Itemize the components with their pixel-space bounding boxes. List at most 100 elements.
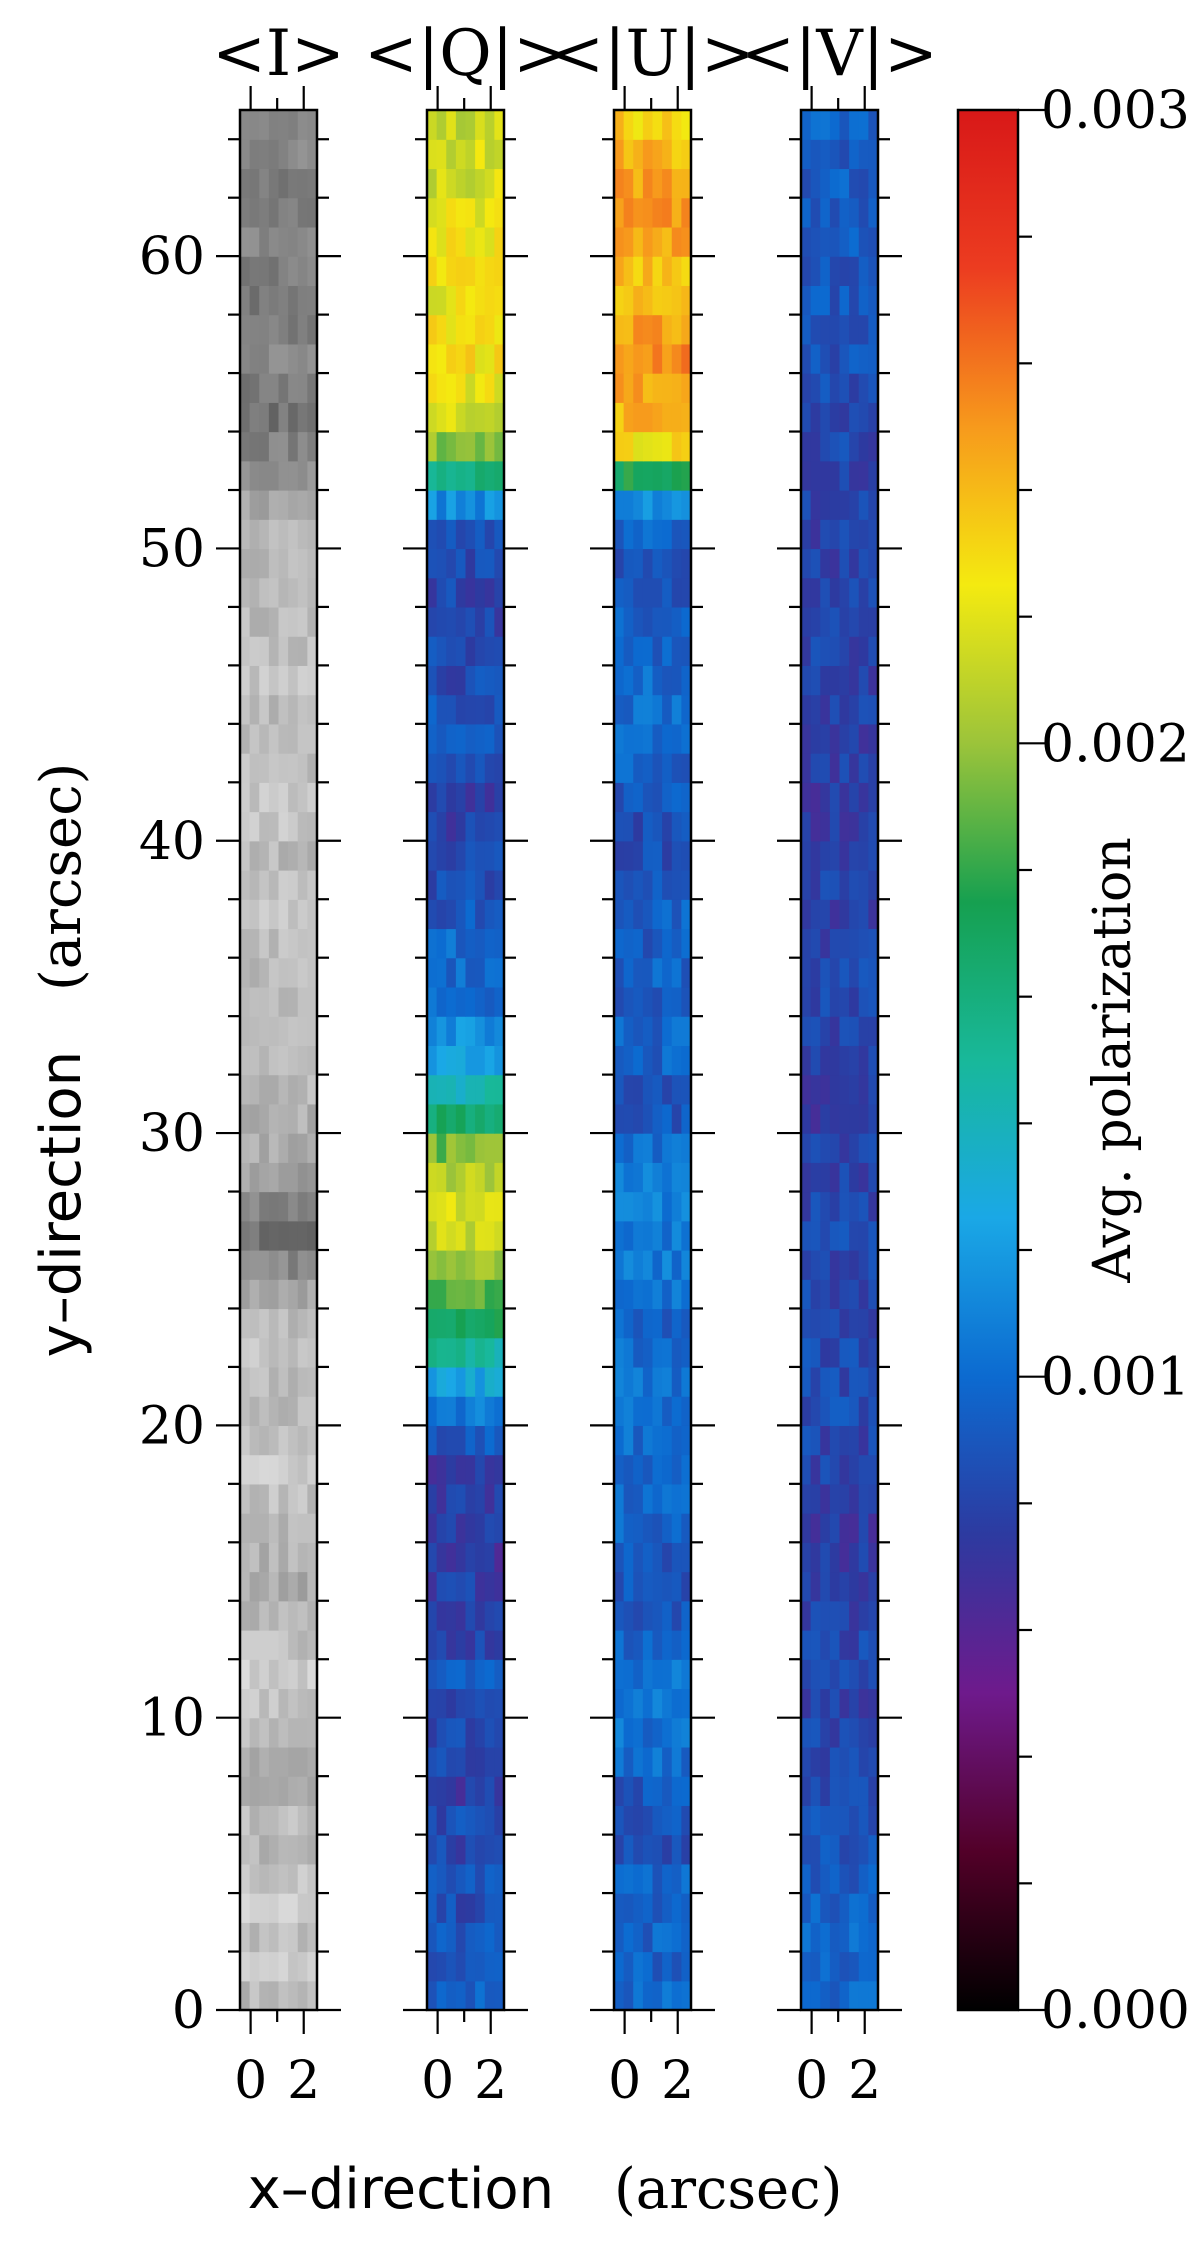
heat-cell — [259, 1805, 270, 1836]
heat-cell — [829, 1688, 841, 1719]
heat-cell — [494, 899, 505, 930]
heat-cell — [446, 197, 457, 228]
heat-cell — [240, 840, 251, 871]
heat-cell — [662, 1366, 673, 1397]
heat-cell — [240, 1630, 251, 1660]
heat-cell — [810, 1133, 821, 1163]
heat-cell — [829, 168, 841, 199]
heat-cell — [297, 694, 308, 725]
heat-cell — [671, 1600, 682, 1631]
heat-cell — [297, 957, 308, 988]
heat-cell — [446, 928, 457, 959]
heat-cell — [839, 1103, 850, 1134]
heat-cell — [465, 694, 476, 725]
heat-cell — [849, 928, 860, 959]
heat-cell — [427, 226, 438, 257]
heat-cell — [652, 957, 663, 988]
heat-cell — [810, 1571, 821, 1602]
heat-cell — [297, 285, 308, 316]
heat-cell — [829, 373, 841, 403]
heat-cell — [446, 343, 457, 374]
heat-cell — [614, 606, 625, 637]
heat-cell — [839, 343, 850, 374]
heat-cell — [268, 840, 280, 871]
heat-cell — [801, 840, 812, 871]
heat-cell — [839, 1016, 850, 1046]
heat-cell — [614, 1746, 625, 1777]
heat-cell — [642, 1454, 654, 1485]
heat-cell — [633, 1250, 644, 1280]
heat-cell — [288, 256, 299, 286]
heat-cell — [662, 548, 673, 579]
heat-cell — [484, 1893, 495, 1923]
heat-cell — [494, 1279, 505, 1310]
heat-cell — [662, 1133, 673, 1163]
heat-cell — [446, 1396, 457, 1426]
heat-cell — [858, 1513, 869, 1543]
heat-cell — [278, 431, 289, 462]
heat-cell — [484, 139, 495, 170]
heat-cell — [681, 256, 692, 286]
heat-cell — [642, 431, 654, 462]
heat-cell — [671, 1951, 682, 1982]
heat-cell — [307, 1483, 318, 1514]
heat-cell — [484, 811, 495, 842]
heat-cell — [642, 636, 654, 666]
heat-cell — [652, 110, 663, 140]
heat-cell — [259, 373, 270, 403]
heat-cell — [868, 1279, 879, 1310]
heat-cell — [868, 1483, 879, 1514]
heat-cell — [839, 1074, 850, 1105]
heat-cell — [494, 1308, 505, 1339]
heat-cell — [249, 139, 260, 170]
heat-cell — [801, 1425, 812, 1456]
heat-cell — [494, 431, 505, 462]
heat-cell — [278, 606, 289, 637]
heat-cell — [671, 1162, 682, 1193]
y-axis-label: y–direction (arcsec) — [29, 763, 94, 1358]
heat-cell — [465, 256, 476, 286]
heat-cell — [446, 431, 457, 462]
heat-cell — [849, 226, 860, 257]
heat-cell — [671, 1045, 682, 1076]
heat-cell — [801, 1016, 812, 1046]
heat-cell — [427, 1630, 438, 1660]
heat-cell — [801, 1454, 812, 1485]
heat-cell — [671, 373, 682, 403]
heat-cell — [297, 986, 308, 1017]
heat-cell — [288, 490, 299, 520]
heat-cell — [427, 665, 438, 696]
heat-cell — [259, 519, 270, 550]
heat-cell — [288, 1483, 299, 1514]
heat-cell — [662, 431, 673, 462]
heat-cell — [249, 753, 260, 783]
heat-cell — [455, 1717, 467, 1748]
heat-cell — [662, 1045, 673, 1076]
heat-cell — [633, 1863, 644, 1894]
heat-cell — [849, 636, 860, 666]
heat-cell — [642, 1688, 654, 1719]
heat-cell — [446, 256, 457, 286]
heat-cell — [307, 1162, 318, 1193]
heat-cell — [278, 928, 289, 959]
heat-cell — [307, 1980, 318, 2011]
heat-cell — [465, 1659, 476, 1690]
heat-cell — [633, 840, 644, 871]
heat-cell — [278, 1513, 289, 1543]
heat-cell — [671, 548, 682, 579]
heat-cell — [465, 314, 476, 345]
heat-cell — [642, 1600, 654, 1631]
heat-cell — [249, 548, 260, 579]
heat-cell — [446, 1074, 457, 1105]
heat-cell — [240, 1659, 251, 1690]
heat-cell — [307, 1776, 318, 1806]
heat-cell — [623, 870, 634, 900]
heat-cell — [240, 1454, 251, 1485]
heat-cell — [681, 110, 692, 140]
heat-cell — [494, 1980, 505, 2011]
heat-cell — [662, 1396, 673, 1426]
heat-cell — [810, 490, 821, 520]
heat-cell — [849, 1103, 860, 1134]
heat-cell — [839, 490, 850, 520]
heat-cell — [268, 1191, 280, 1222]
